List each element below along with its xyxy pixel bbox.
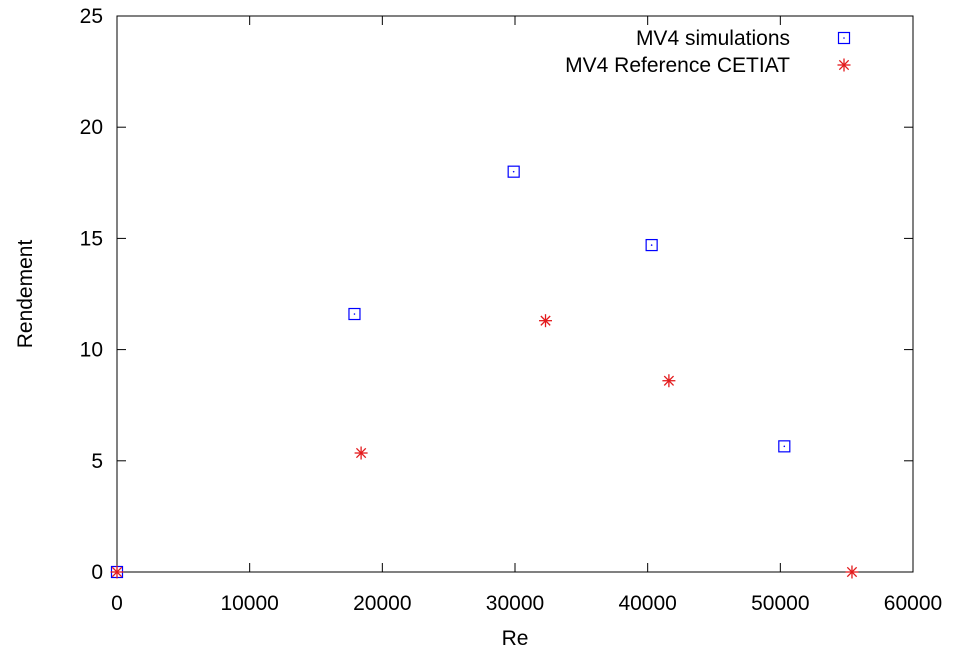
data-point-asterisk (110, 565, 124, 579)
series-1 (110, 314, 859, 579)
y-axis-title: Rendement (14, 240, 37, 349)
x-tick-label: 10000 (220, 592, 278, 615)
data-point-asterisk (354, 446, 368, 460)
data-point-square-center (783, 445, 786, 448)
y-tick-label: 0 (91, 561, 103, 584)
legend: MV4 simulations MV4 Reference CETIAT (565, 27, 851, 77)
legend-marker-square (837, 31, 851, 45)
asterisk-stroke (663, 375, 675, 386)
data-point-square-center (512, 170, 515, 173)
y-tick-label: 10 (80, 339, 103, 362)
y-tick-label: 25 (80, 5, 103, 28)
data-point-asterisk (539, 314, 553, 328)
legend-marker-square-center (843, 37, 845, 39)
data-point-square-center (650, 244, 653, 246)
legend-label: MV4 Reference CETIAT (565, 54, 790, 77)
legend-marker-asterisk (837, 58, 851, 72)
asterisk-stroke (846, 566, 858, 578)
y-tick-label: 5 (91, 450, 103, 473)
data-point-square (507, 165, 520, 178)
x-tick-label: 50000 (751, 592, 809, 615)
asterisk-stroke (838, 59, 850, 71)
y-tick-label: 20 (80, 116, 103, 139)
marks-layer (110, 165, 859, 579)
data-point-square-center (353, 313, 356, 315)
plot-frame (116, 15, 914, 573)
data-point-square (348, 307, 361, 321)
ticks-layer: 0 10000 20000 30000 40000 50000 60000 0 5 10 15 20 2… (80, 5, 943, 615)
legend-label: MV4 simulations (636, 27, 790, 50)
data-point-asterisk (662, 374, 676, 388)
data-point-asterisk (845, 565, 859, 579)
x-tick-label: 0 (111, 592, 123, 615)
asterisk-stroke (111, 566, 123, 578)
asterisk-stroke (355, 447, 367, 459)
x-tick-label: 60000 (884, 592, 942, 615)
data-point-square (778, 440, 791, 453)
x-tick-label: 20000 (353, 592, 411, 615)
x-tick-label: 40000 (618, 592, 676, 615)
y-tick-label: 15 (80, 227, 103, 250)
series-0 (110, 165, 791, 579)
x-tick-label: 30000 (486, 592, 544, 615)
data-point-square (645, 238, 658, 252)
asterisk-stroke (540, 315, 551, 326)
x-axis-title: Re (502, 627, 529, 650)
